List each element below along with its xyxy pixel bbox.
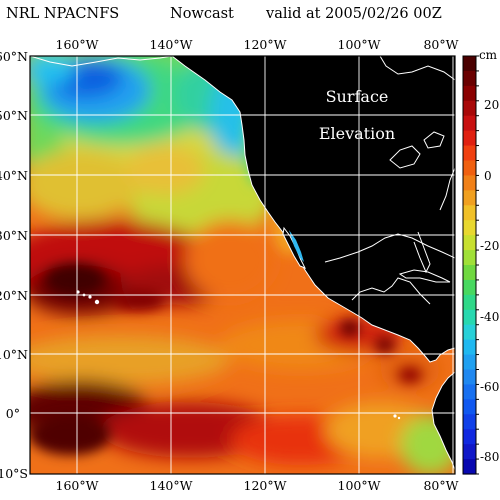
lon-label-bottom-100w: 100°W [338,478,381,493]
annotation-surface: Surface [326,87,389,106]
title-valid-time: valid at 2005/02/26 00Z [266,6,442,22]
great-lakes [389,131,445,169]
colorbar-band [463,279,476,296]
colorbar-band [463,399,476,415]
alaska-coast [30,56,173,67]
colorbar-band [463,145,476,162]
title-model: NRL NPACNFS [6,6,120,22]
colorbar-band [463,70,476,87]
colorbar-label-minus40: -40 [480,310,499,324]
lon-label-top-120w: 120°W [244,37,287,52]
lat-label-20n: 20°N [0,288,28,303]
lon-label-top-100w: 100°W [338,37,381,52]
colorbar-band [463,459,476,475]
colorbar-band [463,324,476,341]
lon-label-bottom-160w: 160°W [56,478,99,493]
lon-label-top-80w: 80°W [423,37,458,52]
colorbar-band [463,354,476,371]
colorbar-band [463,384,476,400]
colorbar-band [463,369,476,386]
colorbar-label-minus80: -80 [480,450,499,464]
lat-label-50n: 50°N [0,108,28,123]
colorbar-label-minus20: -20 [480,239,499,253]
lat-label-40n: 40°N [0,168,28,183]
galapagos-islands [393,414,401,420]
hudson-bay-coast [379,56,455,81]
colorbar-band [463,429,476,445]
colorbar-band [463,175,476,191]
colorbar-label-20: 20 [484,98,499,112]
lon-label-top-160w: 160°W [56,37,99,52]
lon-label-top-140w: 140°W [150,37,193,52]
florida-coast [413,231,431,274]
colorbar-band [463,444,476,460]
yucatan-coast [351,277,431,305]
colorbar-label-minus60: -60 [480,380,499,394]
lat-label-equator: 0° [6,406,20,421]
title-product: Nowcast [170,6,234,22]
colorbar-band [463,85,476,102]
colorbar-ticks [476,55,479,475]
colorbar-band [463,115,476,132]
colorbar-band [463,220,476,236]
lon-label-bottom-120w: 120°W [244,478,287,493]
colorbar-band [463,190,476,206]
lat-label-60n: 60°N [0,49,28,64]
colorbar-unit: cm [479,48,498,62]
colorbar-band [463,339,476,356]
cuba-island [398,269,451,283]
gulf-of-california [289,230,304,262]
lon-label-bottom-140w: 140°W [150,478,193,493]
colorbar-band [463,250,476,266]
colorbar-band [463,100,476,117]
colorbar-band [463,414,476,430]
annotation-elevation: Elevation [319,124,395,143]
map-panel [30,56,455,474]
lat-label-10s: 10°S [0,466,28,481]
colorbar-band [463,160,476,177]
lon-label-bottom-80w: 80°W [423,478,458,493]
map-title: NRL NPACNFS Nowcast valid at 2005/02/26 … [6,6,494,24]
colorbar-label-0: 0 [484,169,492,183]
colorbar: cm 20 0 -20 -40 -60 -80 [462,48,499,475]
colorbar-band [463,294,476,311]
hawaiian-islands [76,290,100,305]
colorbar-band [463,205,476,221]
graticule [30,55,455,474]
north-america-landmass [171,56,455,363]
colorbar-band [463,56,476,72]
colorbar-band [463,309,476,326]
colorbar-band [463,130,476,147]
colorbar-band [463,265,476,281]
us-east-coast [439,167,455,211]
colorbar-band [463,235,476,251]
gulf-of-mexico-coast [324,233,455,263]
colorbar-bands [463,56,476,475]
map-frame [29,55,456,475]
lat-label-10n: 10°N [0,347,28,362]
lat-label-30n: 30°N [0,228,28,243]
